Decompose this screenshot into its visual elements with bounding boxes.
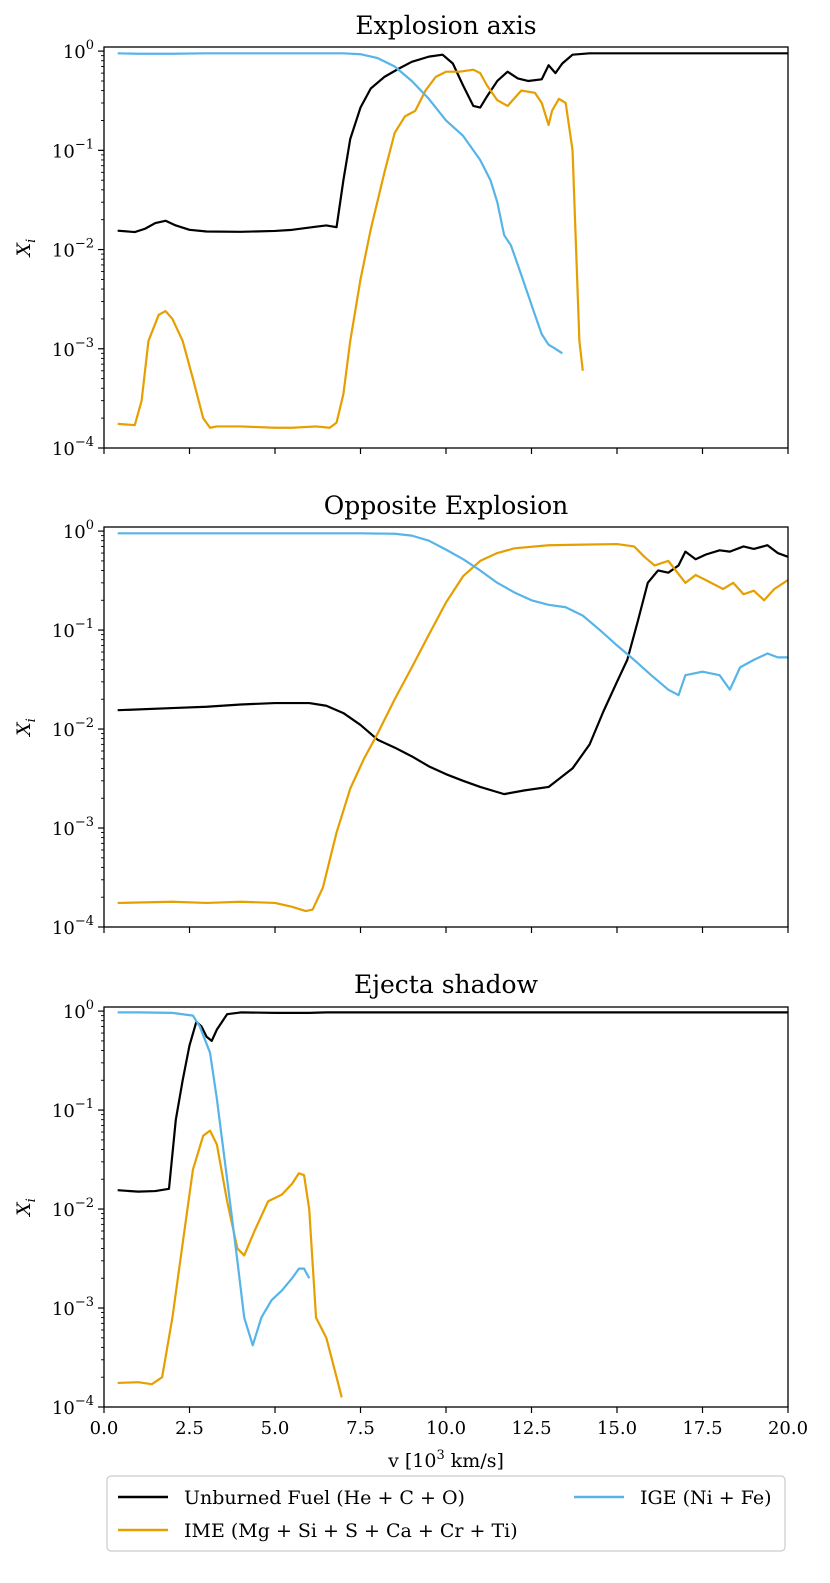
legend-label: IME (Mg + Si + S + Ca + Cr + Ti)	[184, 1520, 518, 1542]
panel-2: Opposite Explosion 10−4 10−3 10−2 10−1 100 Xi	[13, 491, 789, 939]
series-line-ime	[117, 1129, 343, 1398]
legend-label: IGE (Ni + Fe)	[640, 1487, 772, 1509]
y-tick-label: 100	[63, 518, 94, 543]
series-line-unburned	[117, 52, 788, 234]
panel-title: Opposite Explosion	[324, 491, 569, 520]
y-tick-label: 100	[63, 998, 94, 1023]
legend-label: Unburned Fuel (He + C + O)	[184, 1487, 465, 1509]
y-tick-label: 10−1	[52, 617, 94, 642]
y-tick-label: 10−1	[52, 1097, 94, 1122]
y-tick-label: 10−3	[52, 1295, 94, 1320]
x-tick-label: 15.0	[597, 1418, 637, 1439]
x-tick-label: 10.0	[426, 1418, 466, 1439]
legend-entry: IGE (Ni + Fe)	[574, 1487, 772, 1509]
panel-title: Ejecta shadow	[354, 970, 539, 999]
x-tick-label: 2.5	[175, 1418, 204, 1439]
panel-title: Explosion axis	[355, 11, 536, 40]
y-tick-label: 10−4	[52, 1394, 94, 1419]
x-axis-label: v [103 km/s]	[387, 1448, 504, 1472]
axes-frame	[103, 1006, 789, 1408]
y-axis-label: Xi	[13, 1198, 39, 1218]
x-tick-label: 7.5	[346, 1418, 375, 1439]
legend-box	[106, 1475, 786, 1552]
x-tick-label: 12.5	[511, 1418, 551, 1439]
y-tick-label: 10−3	[52, 336, 94, 361]
y-tick-label: 10−2	[52, 237, 94, 262]
series-line-ige	[117, 1011, 311, 1347]
series-line-unburned	[117, 544, 788, 796]
legend-entry: IME (Mg + Si + S + Ca + Cr + Ti)	[118, 1520, 518, 1542]
y-tick-label: 10−1	[52, 137, 94, 162]
panel-1: Explosion axis 10−4 10−3 10−2 10−1 100 Xi	[13, 11, 789, 460]
y-tick-label: 100	[63, 38, 94, 63]
y-tick-label: 10−4	[52, 914, 94, 939]
y-axis-label: Xi	[13, 239, 39, 259]
x-tick-label: 5.0	[261, 1418, 290, 1439]
x-tick-label: 20.0	[768, 1418, 808, 1439]
series-line-ime	[117, 68, 584, 429]
series-line-ige	[117, 52, 563, 355]
axes-frame	[103, 46, 789, 449]
y-tick-label: 10−2	[52, 716, 94, 741]
panels-layer: Explosion axis10−410−310−210−1100XiOppos…	[13, 11, 808, 1472]
series-line-unburned	[117, 1011, 788, 1193]
y-tick-label: 10−3	[52, 815, 94, 840]
y-axis-label: Xi	[13, 718, 39, 738]
panel-3: Ejecta shadow 10−4 10−3 10−2 10−1 100 0.0 2.5 5.…	[13, 970, 808, 1439]
series-line-ige	[117, 532, 788, 697]
x-tick-label: 17.5	[682, 1418, 722, 1439]
x-tick-label: 0.0	[90, 1418, 119, 1439]
legend-entry: Unburned Fuel (He + C + O)	[118, 1487, 465, 1509]
series-line-ime	[117, 542, 788, 913]
y-tick-label: 10−2	[52, 1196, 94, 1221]
legend: Unburned Fuel (He + C + O) IME (Mg + Si +…	[106, 1475, 786, 1552]
axes-frame	[103, 526, 789, 928]
y-tick-label: 10−4	[52, 435, 94, 460]
